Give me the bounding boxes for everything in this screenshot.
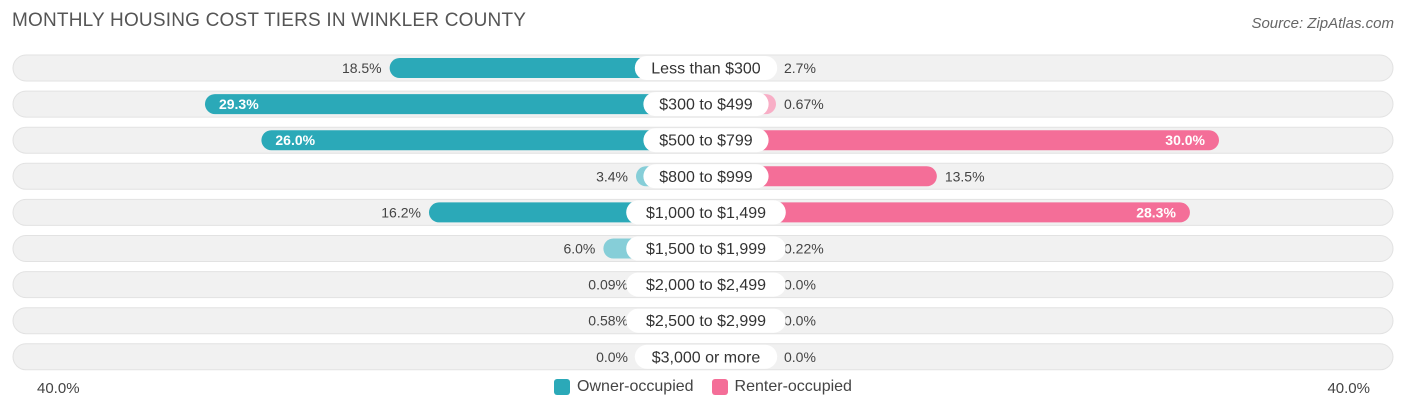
category-pill bbox=[626, 236, 786, 261]
owner-value-label: 18.5% bbox=[342, 60, 382, 76]
renter-value-label: 2.7% bbox=[784, 60, 816, 76]
owner-value-label: 0.09% bbox=[588, 277, 628, 293]
legend-swatch-owner bbox=[554, 379, 571, 395]
owner-bar bbox=[204, 94, 706, 115]
axis-left-label: 40.0% bbox=[37, 380, 80, 397]
owner-value-label: 3.4% bbox=[596, 168, 628, 184]
renter-value-label: 30.0% bbox=[1165, 132, 1205, 148]
category-pill bbox=[634, 56, 778, 80]
category-pill bbox=[643, 164, 769, 189]
category-pill bbox=[643, 128, 769, 153]
owner-value-label: 0.0% bbox=[596, 349, 628, 365]
legend-item-owner: Owner-occupied bbox=[554, 378, 694, 396]
owner-value-label: 16.2% bbox=[381, 204, 421, 220]
legend: Owner-occupied Renter-occupied bbox=[0, 378, 1406, 396]
owner-value-label: 6.0% bbox=[563, 241, 595, 257]
legend-label-renter: Renter-occupied bbox=[734, 378, 852, 395]
axis-right-label: 40.0% bbox=[1327, 380, 1370, 397]
renter-bar bbox=[706, 202, 1190, 223]
category-label: $3,000 or more bbox=[652, 349, 761, 366]
category-pill bbox=[626, 308, 786, 333]
category-pill bbox=[626, 272, 786, 297]
renter-value-label: 28.3% bbox=[1136, 204, 1176, 220]
owner-bar bbox=[389, 58, 706, 78]
category-label: $2,000 to $2,499 bbox=[646, 277, 766, 294]
category-label: $1,500 to $1,999 bbox=[646, 241, 766, 258]
owner-value-label: 0.58% bbox=[588, 313, 628, 329]
legend-label-owner: Owner-occupied bbox=[577, 378, 694, 395]
renter-value-label: 0.0% bbox=[784, 277, 816, 293]
category-label: $1,000 to $1,499 bbox=[646, 205, 766, 222]
source-note: Source: ZipAtlas.com bbox=[1251, 15, 1394, 32]
chart-plot: 18.5% 2.7% Less than $300 29.3% 0.67% $300 to… bbox=[12, 54, 1394, 371]
renter-value-label: 0.0% bbox=[784, 349, 816, 365]
renter-value-label: 0.67% bbox=[784, 96, 824, 112]
category-pill bbox=[626, 200, 786, 225]
chart-title: MONTHLY HOUSING COST TIERS IN WINKLER CO… bbox=[12, 10, 527, 31]
renter-bar bbox=[706, 130, 1219, 151]
renter-value-label: 0.22% bbox=[784, 241, 824, 257]
renter-value-label: 0.0% bbox=[784, 313, 816, 329]
category-pill bbox=[643, 92, 769, 117]
renter-value-label: 13.5% bbox=[945, 168, 985, 184]
owner-value-label: 26.0% bbox=[275, 132, 315, 148]
category-pill bbox=[634, 344, 778, 369]
owner-value-label: 29.3% bbox=[219, 96, 259, 112]
category-label: $2,500 to $2,999 bbox=[646, 313, 766, 330]
category-label: $300 to $499 bbox=[659, 97, 753, 114]
legend-item-renter: Renter-occupied bbox=[711, 378, 852, 396]
category-label: Less than $300 bbox=[651, 61, 761, 78]
category-label: $800 to $999 bbox=[659, 169, 753, 186]
category-label: $500 to $799 bbox=[659, 133, 753, 150]
owner-bar bbox=[261, 130, 706, 151]
legend-swatch-renter bbox=[711, 379, 728, 395]
